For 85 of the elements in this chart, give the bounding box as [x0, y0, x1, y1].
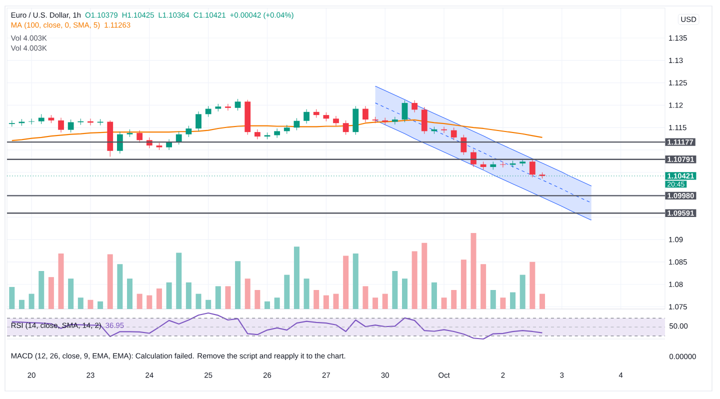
candlestick	[294, 118, 300, 131]
candlestick	[460, 134, 467, 156]
bar	[402, 278, 408, 309]
bar	[500, 298, 506, 309]
bar	[58, 254, 64, 309]
bar	[38, 271, 44, 309]
bar	[117, 264, 123, 309]
bar	[127, 278, 133, 309]
bar	[490, 290, 496, 309]
bar	[441, 298, 447, 309]
bar	[520, 274, 526, 309]
bar	[264, 301, 270, 309]
candlestick	[136, 130, 143, 144]
candlestick	[186, 126, 192, 138]
bar	[235, 261, 241, 309]
bar	[392, 271, 398, 309]
bar	[530, 262, 536, 309]
bar	[225, 286, 231, 309]
bar	[343, 256, 349, 309]
bar	[460, 260, 466, 309]
bar	[510, 292, 516, 309]
candlestick	[196, 111, 202, 132]
bar	[18, 300, 24, 309]
bar	[186, 282, 192, 309]
bar	[352, 254, 358, 309]
bar	[156, 288, 162, 309]
candlestick	[274, 128, 280, 138]
candlestick	[342, 120, 349, 136]
bar	[9, 286, 15, 309]
candlestick	[38, 114, 44, 124]
bar	[382, 294, 388, 309]
bar	[294, 246, 300, 309]
candlestick	[412, 100, 418, 113]
bar	[107, 254, 113, 309]
bar	[274, 298, 280, 309]
candlestick	[500, 161, 506, 168]
bar	[176, 252, 182, 309]
bar	[284, 274, 290, 309]
candlestick	[234, 98, 241, 111]
candlestick	[225, 104, 231, 111]
candlestick	[402, 100, 408, 122]
candlestick	[166, 138, 172, 150]
candlestick	[362, 106, 368, 122]
candlestick	[441, 126, 447, 134]
bar	[196, 294, 202, 309]
candlestick	[68, 119, 74, 133]
bar	[412, 251, 418, 309]
bar	[362, 286, 368, 309]
candlestick	[176, 131, 182, 145]
bar	[323, 295, 329, 309]
bar	[304, 278, 310, 309]
candlestick	[58, 117, 64, 133]
bar	[431, 282, 437, 309]
bar	[254, 290, 260, 309]
bar	[215, 286, 221, 309]
candlestick	[352, 106, 359, 136]
bar	[166, 282, 172, 309]
candlestick	[529, 158, 536, 178]
candlestick	[392, 116, 398, 125]
bar	[539, 294, 545, 309]
candlestick	[450, 127, 457, 140]
bar	[451, 290, 457, 309]
candlestick	[254, 129, 260, 140]
bar	[480, 264, 486, 309]
bar	[470, 233, 476, 309]
bar	[314, 290, 320, 309]
bar	[28, 294, 34, 309]
bar	[136, 294, 142, 309]
bar	[68, 278, 74, 309]
candlestick	[28, 118, 34, 125]
bar	[333, 294, 339, 309]
bar	[244, 278, 250, 309]
bar	[98, 301, 104, 309]
candlestick	[205, 106, 212, 118]
bar	[372, 298, 378, 309]
candlestick	[333, 116, 339, 126]
bar	[78, 298, 84, 309]
bar	[88, 300, 94, 309]
candlestick	[421, 106, 428, 134]
bar	[422, 242, 428, 309]
candlestick	[116, 131, 123, 154]
candlestick	[304, 108, 310, 124]
bar	[48, 277, 54, 309]
bar	[206, 300, 212, 309]
bar	[146, 295, 152, 309]
